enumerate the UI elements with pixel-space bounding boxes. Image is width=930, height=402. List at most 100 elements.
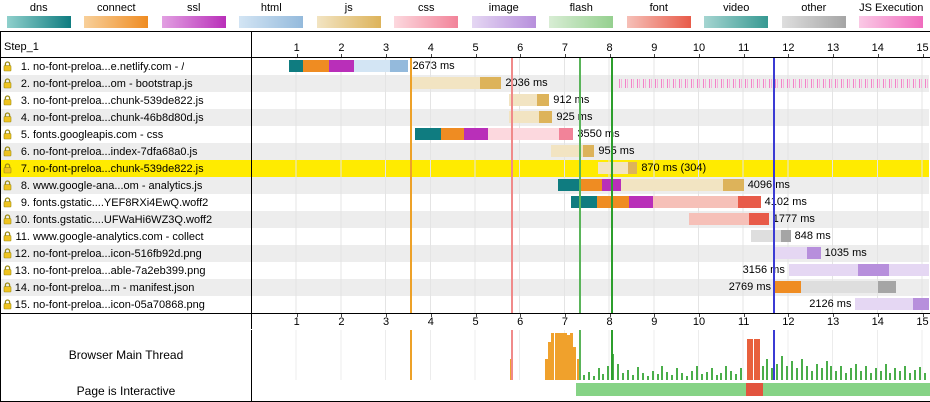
request-bar-row[interactable]: 870 ms (304) — [252, 160, 929, 177]
request-segment-ssl — [329, 60, 354, 72]
tick-label: 6 — [517, 316, 523, 328]
request-number: 5. — [14, 129, 30, 141]
marker-line-dom-interactive — [410, 58, 412, 313]
request-label-row[interactable]: 2.no-font-preloa...om - bootstrap.js — [1, 75, 251, 92]
request-label-row[interactable]: 1.no-font-preloa...e.netlify.com - / — [1, 58, 251, 75]
request-bar-row[interactable]: 2126 ms — [252, 296, 929, 313]
request-label-row[interactable]: 15.no-font-preloa...icon-05a70868.png — [1, 296, 251, 313]
tick-mark — [520, 54, 521, 57]
legend-label: video — [723, 2, 749, 15]
request-labels: 1.no-font-preloa...e.netlify.com - /2.no… — [1, 58, 252, 313]
tick-mark — [341, 314, 342, 317]
cpu-bar-green — [776, 364, 778, 380]
request-segment-font — [749, 213, 769, 225]
request-bar-row[interactable]: 2769 ms — [252, 279, 929, 296]
request-url: no-font-preloa...om - bootstrap.js — [33, 78, 193, 90]
request-label-row[interactable]: 6.no-font-preloa...index-7dfa68a0.js — [1, 143, 251, 160]
request-segment-connect — [775, 281, 801, 293]
cpu-bar-green — [914, 370, 916, 380]
tick-label: 12 — [782, 42, 794, 54]
legend-swatch — [394, 16, 458, 28]
tick-mark — [788, 54, 789, 57]
legend-item-dns: dns — [0, 0, 78, 31]
legend-label: JS Execution — [859, 2, 923, 15]
cpu-bar-green — [909, 373, 911, 380]
cpu-bar-green — [821, 368, 823, 380]
legend-item-flash: flash — [543, 0, 621, 31]
legend-swatch — [7, 16, 71, 28]
request-url: fonts.googleapis.com - css — [33, 129, 163, 141]
request-label-row[interactable]: 14.no-font-preloa...m - manifest.json — [1, 279, 251, 296]
tick-label: 7 — [562, 42, 568, 54]
lock-icon — [3, 112, 14, 123]
cpu-bar-green — [696, 366, 698, 380]
request-bar-row[interactable]: 3156 ms — [252, 262, 929, 279]
request-bar-row[interactable]: 848 ms — [252, 228, 929, 245]
cpu-bar-green — [850, 368, 852, 380]
lock-icon — [3, 282, 14, 293]
interactive-segment-red — [746, 383, 763, 396]
request-label-row[interactable]: 3.no-font-preloa...chunk-539de822.js — [1, 92, 251, 109]
tick-mark — [610, 54, 611, 57]
cpu-bar-green — [924, 373, 926, 380]
request-url: www.google-analytics.com - collect — [33, 231, 204, 243]
cpu-bar-green — [735, 374, 737, 380]
request-bar-row[interactable]: 2036 ms — [252, 75, 929, 92]
legend-swatch — [472, 16, 536, 28]
lock-icon — [3, 180, 14, 191]
request-number: 14. — [14, 282, 30, 294]
tick-mark — [610, 314, 611, 317]
request-bar-row[interactable]: 4096 ms — [252, 177, 929, 194]
request-url: no-font-preloa...chunk-539de822.js — [33, 95, 204, 107]
request-bar-row[interactable]: 2673 ms — [252, 58, 929, 75]
page-interactive-chart — [252, 380, 930, 401]
request-bar-row[interactable]: 4102 ms — [252, 194, 929, 211]
request-label-row[interactable]: 5.fonts.googleapis.com - css — [1, 126, 251, 143]
tick-mark — [744, 54, 745, 57]
request-label-row[interactable]: 12.no-font-preloa...icon-516fb92d.png — [1, 245, 251, 262]
request-label-row[interactable]: 13.no-font-preloa...able-7a2eb399.png — [1, 262, 251, 279]
cpu-bar-green — [617, 364, 619, 380]
tick-mark — [565, 54, 566, 57]
request-label-row[interactable]: 8.www.google-ana...om - analytics.js — [1, 177, 251, 194]
tick-label: 3 — [383, 42, 389, 54]
request-bar-row[interactable]: 3550 ms — [252, 126, 929, 143]
cpu-bar-green — [894, 368, 896, 380]
tick-mark — [654, 314, 655, 317]
request-time-label: 1777 ms — [773, 211, 815, 228]
request-label-row[interactable]: 4.no-font-preloa...chunk-46b8d80d.js — [1, 109, 251, 126]
tick-label: 5 — [472, 42, 478, 54]
request-bar-row[interactable]: 955 ms — [252, 143, 929, 160]
tick-label: 1 — [294, 316, 300, 328]
request-segment-image — [858, 264, 889, 276]
cpu-bar-green — [840, 366, 842, 380]
cpu-bar-green — [875, 368, 877, 380]
cpu-bar-green — [865, 366, 867, 380]
request-bar-row[interactable]: 912 ms — [252, 92, 929, 109]
lock-icon — [3, 265, 14, 276]
tick-label: 13 — [827, 316, 839, 328]
request-bar-row[interactable]: 925 ms — [252, 109, 929, 126]
marker-line-visually-ready — [611, 330, 613, 380]
request-time-label: 870 ms (304) — [641, 160, 706, 177]
request-bar-row[interactable]: 1035 ms — [252, 245, 929, 262]
request-label-row[interactable]: 11.www.google-analytics.com - collect — [1, 228, 251, 245]
cpu-bar-green — [725, 366, 727, 380]
tick-mark — [565, 314, 566, 317]
request-label-row[interactable]: 10.fonts.gstatic....UFWaHi6WZ3Q.woff2 — [1, 211, 251, 228]
cpu-bar-green — [806, 366, 808, 380]
step-cell: Step_1 — [1, 32, 252, 57]
request-label-row[interactable]: 7.no-font-preloa...chunk-539de822.js — [1, 160, 251, 177]
request-bar-row[interactable]: 1777 ms — [252, 211, 929, 228]
cpu-bar-green — [889, 373, 891, 380]
cpu-bar-green — [657, 374, 659, 380]
request-segment-css — [559, 128, 573, 140]
cpu-bar-green — [652, 371, 654, 380]
tick-label: 2 — [338, 42, 344, 54]
legend-item-connect: connect — [78, 0, 156, 31]
request-label-row[interactable]: 9.fonts.gstatic....YEF8RXi4EwQ.woff2 — [1, 194, 251, 211]
legend-swatch — [84, 16, 148, 28]
legend-label: dns — [30, 2, 48, 15]
